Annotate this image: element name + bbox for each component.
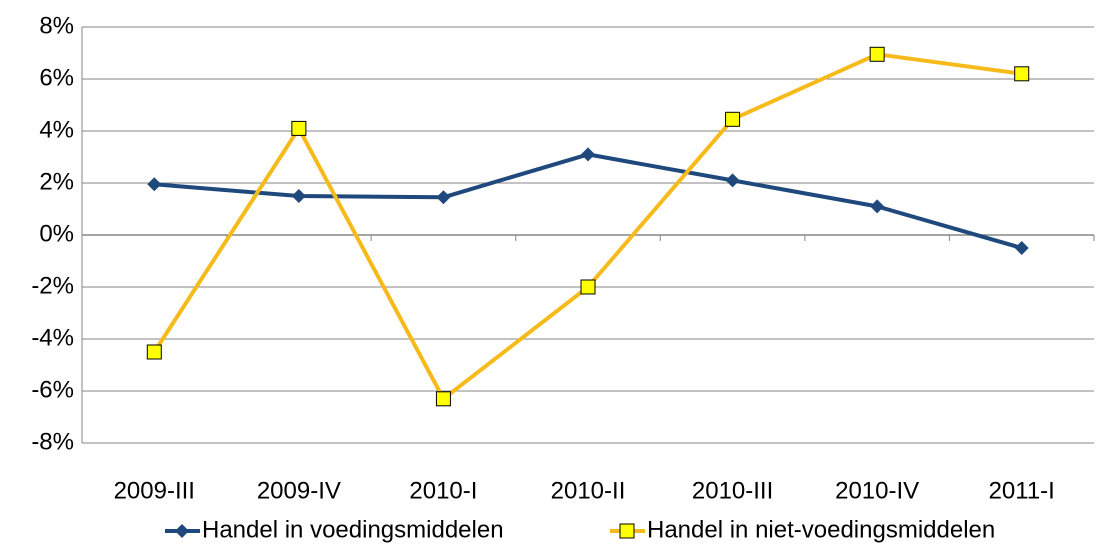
legend-label: Handel in niet-voedingsmiddelen [647, 516, 995, 543]
point-marker [291, 189, 306, 203]
x-tick-label: 2009-III [114, 477, 195, 504]
point-marker [436, 190, 451, 205]
point-marker [870, 199, 885, 214]
y-tick-label: 2% [39, 168, 74, 195]
point-marker [581, 147, 595, 162]
y-tick-label: 8% [39, 12, 74, 39]
point-marker [1014, 241, 1029, 255]
y-tick-label: -6% [31, 376, 74, 403]
point-marker [869, 46, 885, 62]
x-tick-label: 2010-III [692, 477, 773, 504]
y-tick-label: 4% [39, 116, 74, 143]
point-marker [291, 120, 307, 136]
legend-label: Handel in voedingsmiddelen [202, 516, 504, 543]
point-marker [1014, 66, 1030, 82]
y-tick-label: -2% [31, 272, 74, 299]
x-tick-label: 2010-II [551, 477, 626, 504]
x-tick-label: 2011-I [989, 477, 1055, 504]
x-tick-label: 2010-I [409, 477, 477, 504]
point-marker [146, 344, 162, 360]
y-tick-label: 0% [39, 220, 74, 247]
legend-marker [619, 523, 635, 539]
x-tick-label: 2010-IV [835, 477, 919, 504]
point-marker [435, 391, 451, 407]
y-tick-label: 6% [39, 64, 74, 91]
y-tick-label: -4% [31, 324, 74, 351]
point-marker [725, 173, 740, 188]
series-line [154, 152, 1023, 250]
point-marker [580, 279, 596, 295]
legend-marker [175, 524, 189, 538]
x-tick-label: 2009-IV [257, 477, 341, 504]
point-marker [725, 111, 741, 127]
y-tick-label: -8% [31, 428, 74, 455]
series-line [152, 52, 1022, 401]
point-marker [147, 177, 162, 192]
